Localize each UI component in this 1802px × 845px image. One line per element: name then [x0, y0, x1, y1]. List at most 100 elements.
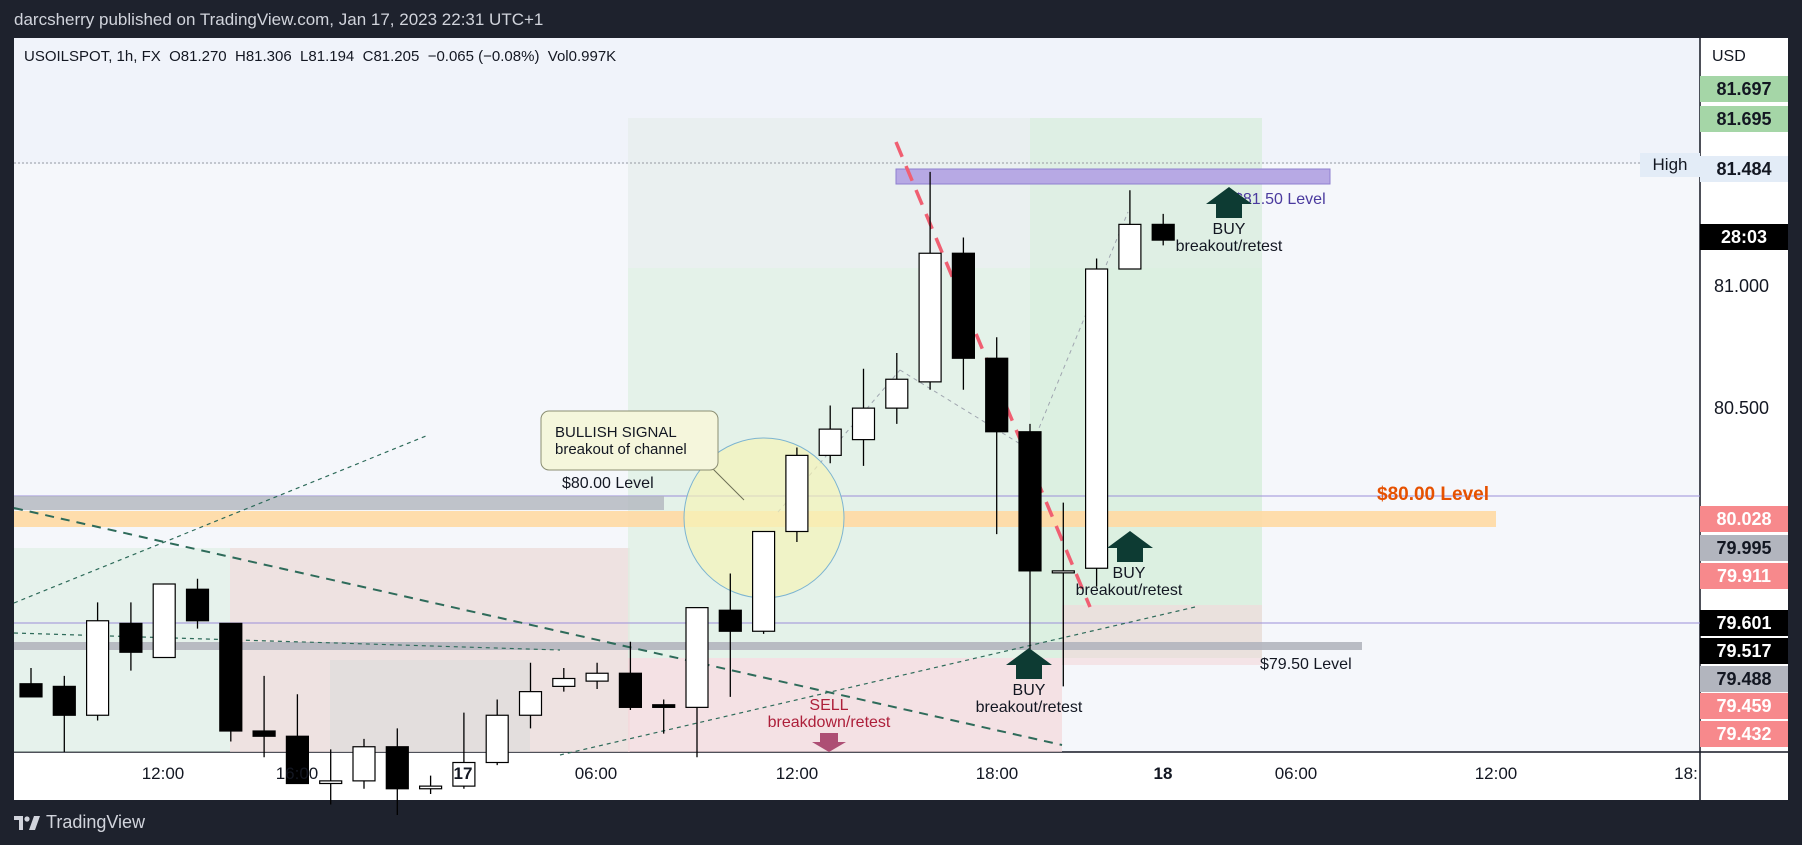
price-badge-label: 81.695 — [1716, 109, 1771, 129]
price-badges: 81.697 81.695 81.484 28:03 80.028 79.995 79.91… — [1700, 76, 1788, 747]
price-badge-bg — [1700, 693, 1788, 719]
price-badge-bg — [1700, 666, 1788, 692]
candle-body — [19, 683, 43, 698]
candle-body — [1018, 431, 1042, 572]
price-badge-bg — [1700, 610, 1788, 636]
sell-sub: breakdown/retest — [768, 714, 891, 731]
trend-up-left — [13, 435, 427, 604]
price-badge-bg — [1700, 535, 1788, 561]
candle-body — [818, 428, 842, 456]
publisher-line: darcsherry published on TradingView.com,… — [14, 10, 544, 29]
currency-label[interactable]: USD — [1712, 48, 1746, 65]
candle-body — [385, 746, 409, 790]
price-badge-bg — [1700, 721, 1788, 747]
legend-interval[interactable]: 1h — [116, 48, 134, 65]
level-8000-grey-label: $80.00 Level — [562, 475, 654, 492]
path-dashed-c — [1029, 211, 1129, 451]
price-badge-bg — [1700, 106, 1788, 132]
time-axis-label: 06:00 — [1275, 764, 1318, 783]
price-badge-label: 79.432 — [1716, 724, 1771, 744]
zone-pink-right — [1062, 605, 1262, 665]
price-badge-label: 79.459 — [1716, 696, 1771, 716]
price-badge-bg — [1700, 563, 1788, 589]
candle-body — [918, 252, 942, 383]
tradingview-logo[interactable]: TradingView — [14, 812, 145, 833]
price-badge-bg — [1700, 156, 1788, 182]
price-badge-bg — [1700, 76, 1788, 102]
candle-body — [152, 583, 176, 659]
callout-subtitle: breakout of channel — [555, 441, 687, 458]
price-badge-bg — [1700, 638, 1788, 664]
candle-body — [951, 252, 976, 359]
candle-body — [618, 672, 643, 708]
buy-sub-2: breakout/retest — [1076, 582, 1183, 599]
candle-body — [1118, 223, 1142, 270]
time-axis-labels: 12:00 16:00 17 06:00 12:00 18:00 18 06:00 12:00 1… — [142, 764, 1698, 783]
candle-body — [1084, 268, 1109, 569]
time-axis-label: 18: — [1674, 764, 1698, 783]
price-badge-label: 79.911 — [1717, 566, 1771, 586]
buy-arrow-3 — [1006, 648, 1052, 679]
buy-arrow-1 — [1206, 187, 1252, 218]
trend-down-channel — [13, 507, 1063, 746]
candle-body — [785, 454, 809, 533]
candle-body — [452, 761, 476, 787]
time-axis-label: 18:00 — [976, 764, 1019, 783]
price-badge-label: 79.488 — [1716, 669, 1771, 689]
legend-exchange: FX — [141, 48, 161, 65]
legend-high: H81.306 — [234, 48, 292, 65]
candle-body — [285, 735, 309, 785]
time-axis-label: 18 — [1154, 764, 1173, 783]
price-badge-bg — [1700, 224, 1788, 250]
legend-change: −0.065 (−0.08%) — [427, 48, 540, 65]
time-axis-panel — [14, 752, 1700, 800]
buy-label-1: BUY — [1213, 221, 1246, 238]
candle-body — [552, 677, 576, 687]
band-8150 — [895, 168, 1331, 185]
candle-body — [319, 780, 343, 785]
candle-body — [585, 672, 609, 682]
level-7950-label: $79.50 Level — [1260, 656, 1352, 673]
price-badge-label: 81.697 — [1716, 79, 1771, 99]
candle-body — [52, 685, 76, 716]
candle-body — [252, 730, 276, 737]
legend-open: O81.270 — [169, 48, 227, 65]
candle-body — [185, 588, 210, 622]
candle-body — [85, 620, 110, 716]
candle-body — [352, 746, 376, 782]
candle-body — [685, 607, 709, 708]
time-axis-label: 12:00 — [1475, 764, 1518, 783]
price-badge-label: 80.028 — [1716, 509, 1771, 529]
band-8000-grey — [14, 496, 664, 510]
price-tick-81000: 81.000 — [1714, 276, 1769, 296]
candle-body — [419, 785, 443, 790]
legend-symbol[interactable]: USOILSPOT — [24, 48, 109, 65]
candle-body — [718, 609, 742, 632]
buy-arrow-2 — [1107, 531, 1153, 562]
level-8000-orange-label: $80.00 Level — [1377, 484, 1489, 505]
legend-volume: Vol0.997K — [547, 48, 617, 65]
high-label: High — [1653, 155, 1688, 174]
sell-label: SELL — [809, 697, 848, 714]
buy-label-3: BUY — [1013, 682, 1046, 699]
time-axis-label: 12:00 — [776, 764, 819, 783]
candle-body — [119, 622, 143, 653]
candle-body — [885, 378, 909, 409]
candle-body — [985, 357, 1009, 433]
candle-body — [219, 622, 243, 732]
price-badge-label: 28:03 — [1721, 227, 1767, 247]
price-badge-label: 81.484 — [1716, 159, 1771, 179]
candle-body — [851, 407, 876, 441]
high-label-bg — [1640, 153, 1700, 177]
callout-title: BULLISH SIGNAL — [555, 424, 677, 441]
legend-close: C81.205 — [362, 48, 420, 65]
price-badge-label: 79.517 — [1716, 641, 1771, 661]
candle-body — [1051, 570, 1075, 574]
price-badge-label: 79.601 — [1716, 613, 1771, 633]
buy-label-2: BUY — [1113, 565, 1146, 582]
level-8150-label: $81.50 Level — [1234, 191, 1326, 208]
red-dashed-downtrend — [894, 141, 1092, 608]
buy-sub-1: breakout/retest — [1176, 238, 1283, 255]
path-dashed-b — [899, 369, 1031, 451]
